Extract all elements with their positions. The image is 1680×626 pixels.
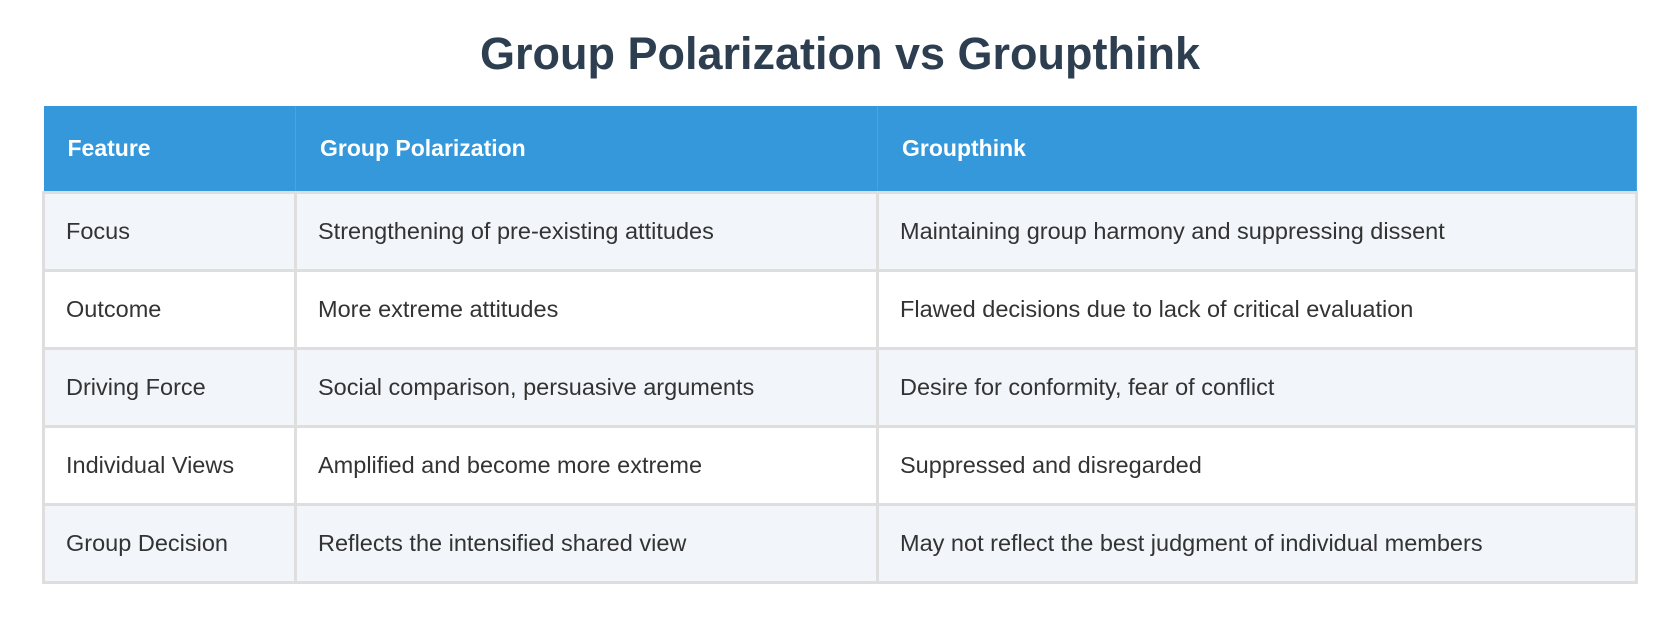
groupthink-cell: Suppressed and disregarded: [876, 425, 1638, 506]
groupthink-cell: May not reflect the best judgment of ind…: [876, 503, 1638, 584]
header-group-polarization: Group Polarization: [295, 106, 878, 193]
table-row: Group Decision Reflects the intensified s…: [42, 503, 1638, 584]
table-row: Outcome More extreme attitudes Flawed deci…: [42, 269, 1638, 350]
table-row: Driving Force Social comparison, persuasi…: [42, 347, 1638, 428]
page-title: Group Polarization vs Groupthink: [479, 28, 1201, 79]
feature-cell: Individual Views: [42, 425, 297, 506]
table-row: Focus Strengthening of pre-existing attit…: [42, 191, 1638, 272]
header-groupthink: Groupthink: [877, 106, 1637, 193]
table-header-row: Feature Group Polarization Groupthink: [43, 106, 1637, 193]
group-polarization-cell: Amplified and become more extreme: [294, 425, 879, 506]
group-polarization-cell: More extreme attitudes: [294, 269, 879, 350]
groupthink-cell: Desire for conformity, fear of conflict: [876, 347, 1638, 428]
feature-cell: Outcome: [42, 269, 297, 350]
feature-cell: Group Decision: [42, 503, 297, 584]
comparison-table: Feature Group Polarization Groupthink Fo…: [42, 106, 1638, 584]
feature-cell: Focus: [42, 191, 297, 272]
group-polarization-cell: Social comparison, persuasive arguments: [294, 347, 879, 428]
groupthink-cell: Flawed decisions due to lack of critical…: [876, 269, 1638, 350]
table-row: Individual Views Amplified and become mor…: [42, 425, 1638, 506]
feature-cell: Driving Force: [42, 347, 297, 428]
header-feature: Feature: [43, 106, 296, 193]
group-polarization-cell: Reflects the intensified shared view: [294, 503, 879, 584]
groupthink-cell: Maintaining group harmony and suppressin…: [876, 191, 1638, 272]
group-polarization-cell: Strengthening of pre-existing attitudes: [294, 191, 879, 272]
